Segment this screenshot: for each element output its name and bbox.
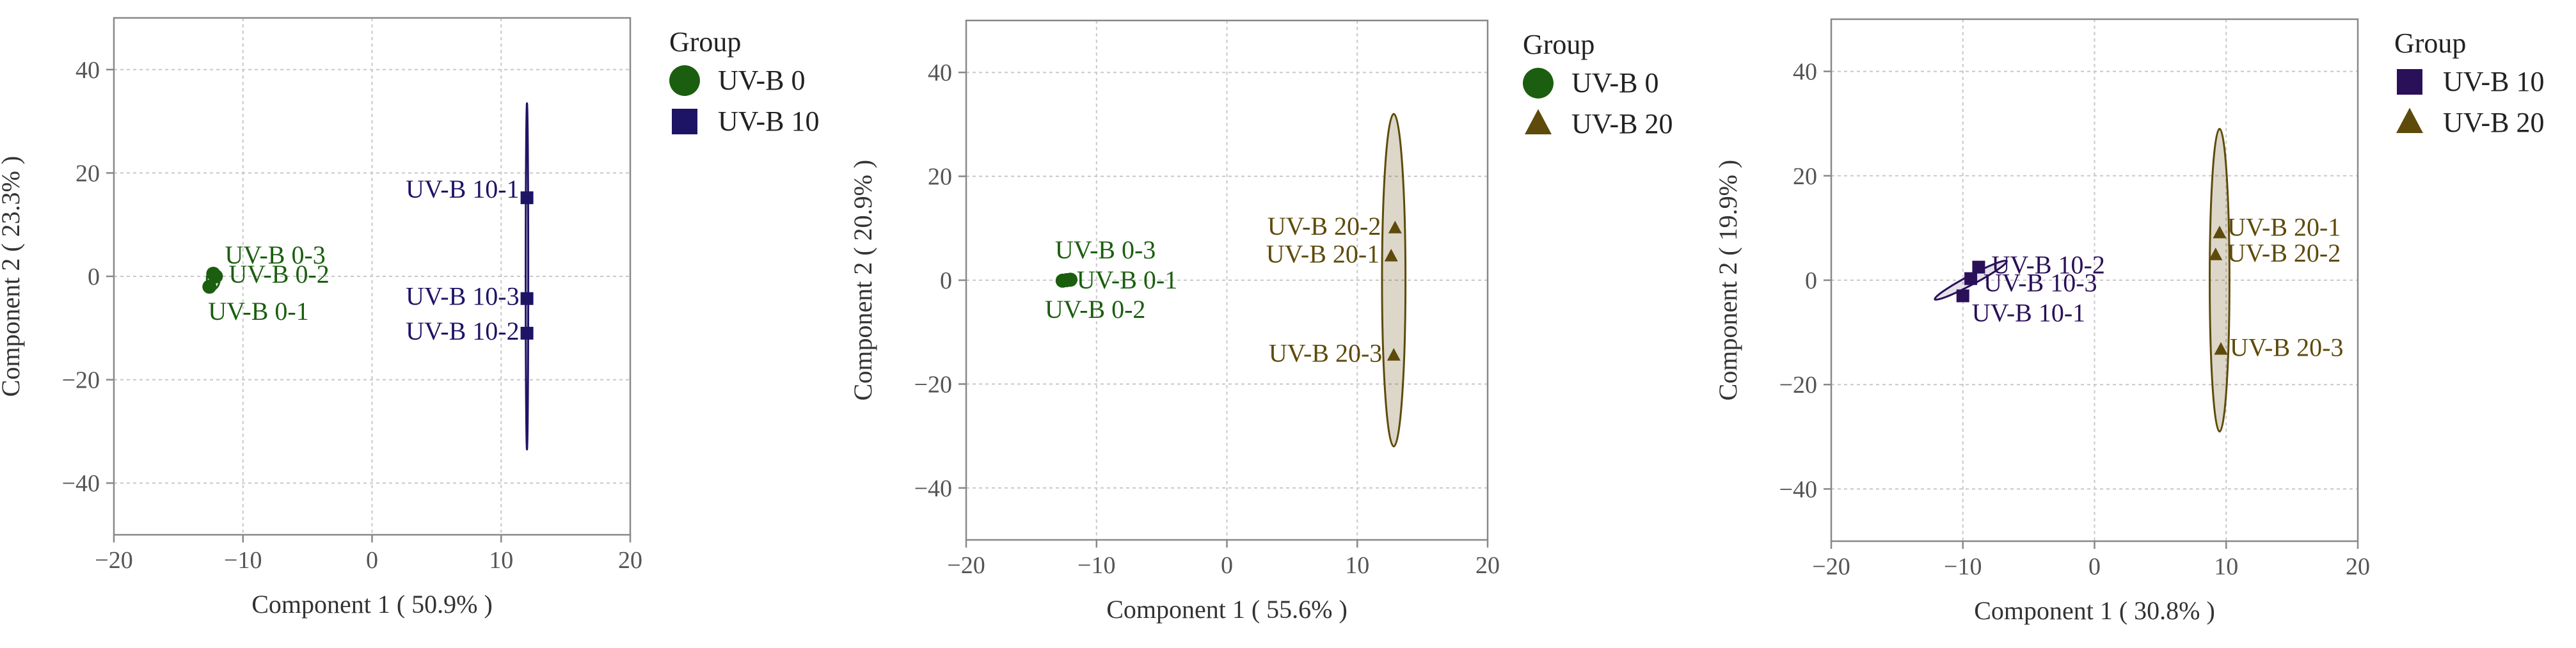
panel-3-ylabel: Component 2 ( 19.9% ) (1713, 160, 1742, 401)
panel-1-legend-title: Group (669, 26, 741, 58)
panel-2-xtick-label-2: 0 (1221, 552, 1233, 579)
panel-2-xlabel: Component 1 ( 55.6% ) (1106, 595, 1348, 624)
panel-2-point-2-2 (1384, 248, 1398, 262)
panel-2-point-label-1-1: UV-B 0-3 (1055, 235, 1156, 264)
panel-2-ytick-label-3: 20 (928, 164, 952, 191)
panel-2-point-2-1 (1388, 221, 1402, 233)
panel-3-point-1-2 (1964, 272, 1978, 285)
panel-1-legend-marker-1 (669, 65, 700, 96)
panel-1-xtick-label-0: −20 (95, 547, 132, 574)
panel-3-point-label-1-2: UV-B 10-3 (1984, 269, 2097, 297)
panel-2-ellipse-2 (1381, 113, 1407, 448)
panel-3-point-label-1-3: UV-B 10-1 (1972, 298, 2085, 327)
panel-1-legend-label-2: UV-B 10 (718, 106, 820, 137)
panel-2-point-label-1-2: UV-B 0-1 (1077, 265, 1177, 294)
panel-3-xtick-label-0: −20 (1812, 553, 1850, 580)
panel-2-ytick-label-0: −40 (914, 475, 952, 502)
panel-1-ytick-label-2: 0 (88, 264, 100, 290)
panel-1-point-label-1-2: UV-B 0-2 (228, 260, 329, 288)
panel-2-ytick-label-4: 40 (928, 59, 952, 86)
panel-3-legend-marker-1 (2397, 69, 2422, 95)
panel-3-xlabel: Component 1 ( 30.8% ) (1974, 596, 2215, 625)
panel-3-point-1-1 (1972, 260, 1985, 274)
panel-2-point-2-3 (1387, 347, 1401, 361)
panel-2-xtick-label-0: −20 (947, 552, 985, 579)
panel-3-ytick-label-0: −40 (1779, 476, 1817, 503)
panel-3-point-label-1-1: UV-B 10-2 (1991, 251, 2104, 280)
panel-2-point-label-2-1: UV-B 20-2 (1268, 212, 1381, 241)
panel-2-xtick-label-1: −10 (1077, 552, 1115, 579)
panel-2-legend-title: Group (1523, 29, 1594, 60)
panel-2-point-label-2-2: UV-B 20-1 (1266, 240, 1379, 269)
panel-3-ytick-label-4: 40 (1793, 59, 1817, 86)
panel-1-xtick-label-2: 0 (366, 547, 378, 574)
panel-1-point-1-3 (202, 280, 217, 294)
panel-2-xtick-label-3: 10 (1345, 552, 1369, 579)
panel-1-ellipse-2 (525, 102, 530, 451)
panel-3-point-label-2-1: UV-B 20-1 (2227, 213, 2341, 242)
panel-2-ytick-label-2: 0 (940, 267, 952, 294)
panel-3-point-2-2 (2209, 248, 2223, 260)
panel-3-point-2-1 (2213, 225, 2227, 239)
panel-3-legend-label-2: UV-B 20 (2443, 107, 2545, 138)
panel-3-xtick-label-1: −10 (1944, 553, 1982, 580)
panel-2-legend-label-2: UV-B 20 (1571, 108, 1673, 139)
panel-1-xtick-label-4: 20 (618, 547, 642, 574)
panel-1-xlabel: Component 1 ( 50.9% ) (251, 590, 493, 619)
panel-2-legend-marker-2 (1525, 109, 1552, 134)
panel-1-point-1-2 (209, 269, 223, 283)
panel-3-ellipse-2 (2209, 127, 2230, 433)
panel-1-ylabel: Component 2 ( 23.3% ) (0, 156, 25, 397)
panel-2-xtick-label-4: 20 (1475, 552, 1500, 579)
panel-3-xtick-label-2: 0 (2088, 553, 2101, 580)
panel-3-point-1-3 (1956, 289, 1969, 303)
panel-1-ytick-label-0: −40 (62, 470, 100, 497)
panel-2-legend-marker-1 (1523, 68, 1554, 99)
panel-3-legend-marker-2 (2396, 107, 2423, 133)
panel-2-ylabel: Component 2 ( 20.9% ) (848, 160, 877, 401)
panel-3-ytick-label-2: 0 (1805, 267, 1817, 294)
panel-2-point-label-1-3: UV-B 0-2 (1045, 295, 1145, 324)
panel-3-ytick-label-1: −20 (1779, 372, 1817, 399)
panel-1-xtick-label-3: 10 (489, 547, 513, 574)
panel-1-ytick-label-4: 40 (76, 57, 100, 84)
panel-1-point-2-2 (520, 292, 534, 305)
panel-3-legend-label-1: UV-B 10 (2443, 66, 2545, 97)
panel-1-point-label-2-1: UV-B 10-1 (406, 175, 519, 203)
panel-1-point-label-1-3: UV-B 0-1 (208, 297, 308, 326)
panel-1-ytick-label-1: −20 (62, 367, 100, 394)
panel-3-point-2-3 (2214, 342, 2228, 355)
panel-3-ytick-label-3: 20 (1793, 163, 1817, 190)
panel-1-point-label-2-2: UV-B 10-3 (406, 282, 519, 311)
panel-1-point-2-3 (520, 326, 534, 340)
panel-3-legend-title: Group (2394, 28, 2466, 59)
panel-3-point-label-2-3: UV-B 20-3 (2230, 333, 2343, 362)
panel-2-point-1-3 (1063, 273, 1077, 287)
panel-1-legend-marker-2 (672, 109, 697, 134)
panel-2-legend-label-1: UV-B 0 (1571, 67, 1659, 99)
panel-3-xtick-label-4: 20 (2346, 553, 2370, 580)
panel-1-point-label-2-3: UV-B 10-2 (406, 317, 519, 345)
panel-2-ytick-label-1: −20 (914, 371, 952, 398)
panel-3-point-label-2-2: UV-B 20-2 (2227, 239, 2341, 267)
panel-2-point-label-2-3: UV-B 20-3 (1269, 339, 1382, 368)
panel-1-point-2-1 (520, 191, 534, 205)
panel-1-legend-label-1: UV-B 0 (718, 65, 806, 96)
panel-1-xtick-label-1: −10 (224, 547, 262, 574)
panel-1-point-label-1-1: UV-B 0-3 (225, 241, 325, 269)
panel-1-ytick-label-3: 20 (76, 160, 100, 187)
panel-3-xtick-label-3: 10 (2214, 553, 2238, 580)
